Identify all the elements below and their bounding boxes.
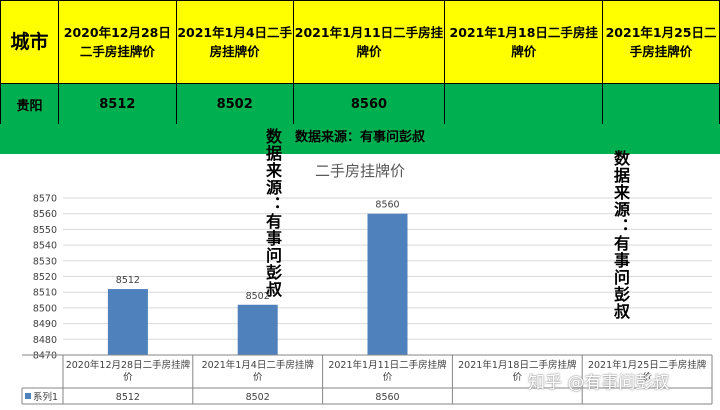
y-tick-label: 8500 <box>33 303 57 314</box>
table-value: 8512 <box>116 392 140 403</box>
bar <box>237 304 278 355</box>
city-name-cell: 贵阳 <box>0 83 59 125</box>
bar <box>367 213 408 355</box>
table-value: 8502 <box>246 392 270 403</box>
chart-area <box>0 154 720 410</box>
data-label: 8502 <box>246 291 270 302</box>
y-tick-label: 8530 <box>33 256 57 267</box>
city-header-cell: 城市 <box>0 0 59 84</box>
data-label: 8560 <box>375 200 399 211</box>
date-header-cell: 2021年1月25日二手房挂牌价 <box>602 0 720 84</box>
y-tick-label: 8560 <box>33 209 57 220</box>
y-tick-label: 8490 <box>33 319 57 330</box>
y-tick-label: 8570 <box>33 194 57 205</box>
price-cell: 8512 <box>57 83 177 125</box>
x-tick-label: 2021年1月18日二手房挂牌价 <box>458 359 577 383</box>
y-tick-label: 8470 <box>33 351 57 362</box>
source-note-band: 数据来源：有事问彭叔 <box>0 124 720 154</box>
table-value: 8560 <box>375 392 399 403</box>
table-header-row: 城市 2020年12月28日二手房挂牌价 2021年1月4日二手房挂牌价 202… <box>0 0 720 84</box>
source-overlay-right: 数据来源：有事问彭叔 <box>611 150 630 320</box>
x-tick-label: 2020年12月28日二手房挂牌价 <box>66 359 191 383</box>
legend-key <box>25 393 31 399</box>
source-overlay-left: 数据来源：有事问彭叔 <box>263 128 282 298</box>
price-table: 城市 2020年12月28日二手房挂牌价 2021年1月4日二手房挂牌价 202… <box>0 0 720 125</box>
y-tick-label: 8550 <box>33 225 57 236</box>
price-cell <box>602 83 720 125</box>
x-tick-label: 2021年1月11日二手房挂牌价 <box>328 359 447 383</box>
y-tick-label: 8510 <box>33 288 57 299</box>
legend-series-name: 系列1 <box>33 391 58 403</box>
date-header-cell: 2021年1月11日二手房挂牌价 <box>292 0 446 84</box>
chart-title: 二手房挂牌价 <box>315 162 405 180</box>
y-tick-label: 8520 <box>33 272 57 283</box>
y-tick-label: 8540 <box>33 241 57 252</box>
x-tick-label: 2021年1月4日二手房挂牌价 <box>202 359 315 383</box>
x-tick-label: 2021年1月25日二手房挂牌价 <box>588 359 707 383</box>
bar-chart: 二手房挂牌价 8470 8480 8490 8500 8510 8520 8530 8540 85… <box>21 162 713 405</box>
date-header-cell: 2021年1月18日二手房挂牌价 <box>444 0 604 84</box>
date-header-cell: 2021年1月4日二手房挂牌价 <box>175 0 294 84</box>
bar <box>107 289 148 355</box>
price-cell: 8560 <box>292 83 446 125</box>
date-header-cell: 2020年12月28日二手房挂牌价 <box>57 0 177 84</box>
price-cell: 8502 <box>175 83 294 125</box>
y-tick-label: 8480 <box>33 335 57 346</box>
price-cell <box>444 83 604 125</box>
table-data-row: 贵阳 8512 8502 8560 <box>0 83 720 125</box>
data-label: 8512 <box>116 275 140 286</box>
watermark-text: 知乎 @有事问彭叔 <box>528 373 670 393</box>
